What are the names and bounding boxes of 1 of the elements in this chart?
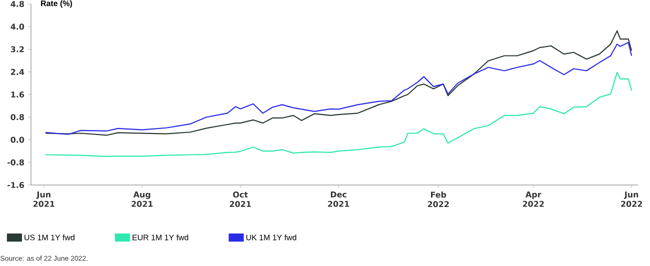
- line-series: [44, 72, 632, 157]
